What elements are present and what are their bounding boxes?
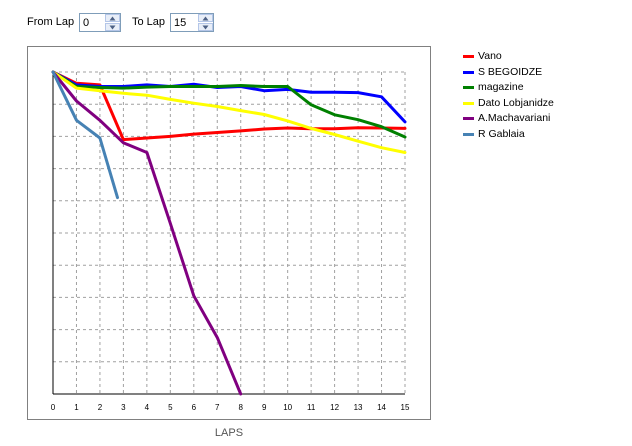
x-tick-label: 9 <box>262 403 267 412</box>
from-lap-spinner[interactable] <box>79 13 121 32</box>
x-tick-label: 8 <box>239 403 244 412</box>
to-lap-spinner[interactable] <box>170 13 214 32</box>
x-tick-label: 13 <box>354 403 363 412</box>
lap-position-chart: 0 1 2 3 4 5 6 7 8 9 10 11 12 13 14 15 <box>51 70 410 412</box>
chart-series <box>51 70 407 396</box>
x-tick-label: 1 <box>74 403 79 412</box>
x-tick-label: 11 <box>307 403 316 412</box>
x-tick-labels: 0 1 2 3 4 5 6 7 8 9 10 11 12 13 14 15 <box>51 403 410 412</box>
x-tick-label: 7 <box>215 403 220 412</box>
chart-axes <box>52 72 405 395</box>
lap-chart-frame: 0 1 2 3 4 5 6 7 8 9 10 11 12 13 14 15 <box>27 46 431 420</box>
legend-swatch <box>463 70 474 74</box>
x-tick-label: 5 <box>168 403 173 412</box>
from-lap-input[interactable] <box>80 14 106 31</box>
to-lap-input[interactable] <box>171 14 199 31</box>
to-lap-label: To Lap <box>132 16 166 28</box>
from-lap-down-button[interactable] <box>105 23 120 31</box>
legend-swatch <box>463 55 474 58</box>
legend-label: S BEGOIDZE <box>478 65 543 78</box>
arrow-up-icon <box>202 16 209 21</box>
arrow-down-icon <box>109 25 116 30</box>
x-tick-label: 12 <box>330 403 339 412</box>
to-lap-up-button[interactable] <box>198 14 213 22</box>
x-tick-label: 2 <box>98 403 103 412</box>
legend-label: R Gablaia <box>478 127 525 140</box>
series-line-vano <box>51 70 407 142</box>
arrow-up-icon <box>109 16 116 21</box>
series-line-a-machavariani <box>51 70 243 396</box>
legend-swatch <box>463 117 474 120</box>
legend-swatch <box>463 86 474 89</box>
x-axis-title: LAPS <box>214 427 244 439</box>
x-tick-label: 15 <box>401 403 410 412</box>
series-line-magazine <box>51 70 407 139</box>
legend-label: Vano <box>478 50 502 62</box>
series-line-r-gablaia <box>51 70 119 200</box>
x-tick-label: 4 <box>145 403 150 412</box>
x-tick-label: 6 <box>192 403 197 412</box>
legend-swatch <box>463 132 474 136</box>
x-tick-label: 10 <box>283 403 292 412</box>
chart-grid <box>53 71 406 394</box>
arrow-down-icon <box>202 25 209 30</box>
from-lap-label: From Lap <box>27 16 75 28</box>
legend-label: Dato Lobjanidze <box>478 96 554 109</box>
legend-label: A.Machavariani <box>478 112 551 124</box>
x-tick-label: 0 <box>51 403 56 412</box>
to-lap-down-button[interactable] <box>198 23 213 31</box>
x-tick-label: 14 <box>377 403 386 412</box>
from-lap-up-button[interactable] <box>105 14 120 22</box>
legend-label: magazine <box>478 81 524 93</box>
legend-swatch <box>463 101 474 105</box>
x-tick-label: 3 <box>121 403 126 412</box>
series-line-dato-lobjanidze <box>51 70 407 154</box>
